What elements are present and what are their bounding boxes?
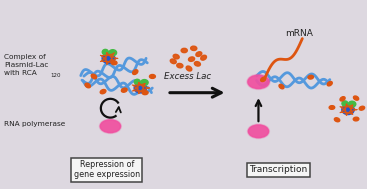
Ellipse shape — [248, 125, 269, 138]
Ellipse shape — [102, 53, 115, 64]
Ellipse shape — [85, 83, 90, 88]
Ellipse shape — [141, 80, 148, 85]
Ellipse shape — [195, 62, 200, 66]
Ellipse shape — [100, 90, 106, 94]
Ellipse shape — [173, 54, 179, 59]
Ellipse shape — [109, 50, 117, 56]
Ellipse shape — [342, 105, 354, 115]
Ellipse shape — [353, 96, 359, 100]
Ellipse shape — [342, 101, 348, 106]
Ellipse shape — [132, 70, 138, 74]
Text: RNA polymerase: RNA polymerase — [4, 121, 66, 127]
Ellipse shape — [248, 75, 269, 88]
Ellipse shape — [91, 74, 97, 79]
Ellipse shape — [134, 79, 140, 84]
Ellipse shape — [190, 46, 197, 50]
Ellipse shape — [134, 83, 146, 93]
Ellipse shape — [149, 74, 155, 78]
Ellipse shape — [359, 106, 365, 110]
Ellipse shape — [181, 48, 187, 53]
Ellipse shape — [100, 120, 120, 132]
Ellipse shape — [261, 77, 266, 81]
Ellipse shape — [329, 106, 335, 109]
Ellipse shape — [142, 91, 148, 95]
Ellipse shape — [279, 84, 284, 89]
Text: Complex of
Plasmid-Lac
with RCA: Complex of Plasmid-Lac with RCA — [4, 54, 49, 76]
Text: Transcription: Transcription — [250, 165, 308, 174]
Text: Repression of
gene expression: Repression of gene expression — [74, 160, 140, 179]
Text: 120: 120 — [50, 73, 61, 78]
Ellipse shape — [102, 49, 108, 55]
Ellipse shape — [348, 101, 356, 107]
Ellipse shape — [340, 97, 345, 101]
Ellipse shape — [327, 81, 332, 86]
Ellipse shape — [308, 75, 313, 79]
Ellipse shape — [121, 88, 127, 92]
Ellipse shape — [196, 52, 202, 57]
Text: mRNA: mRNA — [285, 29, 313, 38]
Text: Excess Lac: Excess Lac — [164, 72, 211, 81]
Ellipse shape — [247, 74, 270, 89]
Ellipse shape — [99, 119, 121, 133]
Ellipse shape — [201, 55, 207, 60]
Ellipse shape — [186, 66, 192, 71]
Ellipse shape — [177, 64, 183, 68]
Ellipse shape — [353, 117, 359, 121]
Ellipse shape — [170, 59, 176, 64]
Ellipse shape — [334, 118, 340, 122]
Ellipse shape — [111, 61, 117, 65]
Ellipse shape — [189, 57, 195, 61]
Ellipse shape — [247, 124, 269, 139]
